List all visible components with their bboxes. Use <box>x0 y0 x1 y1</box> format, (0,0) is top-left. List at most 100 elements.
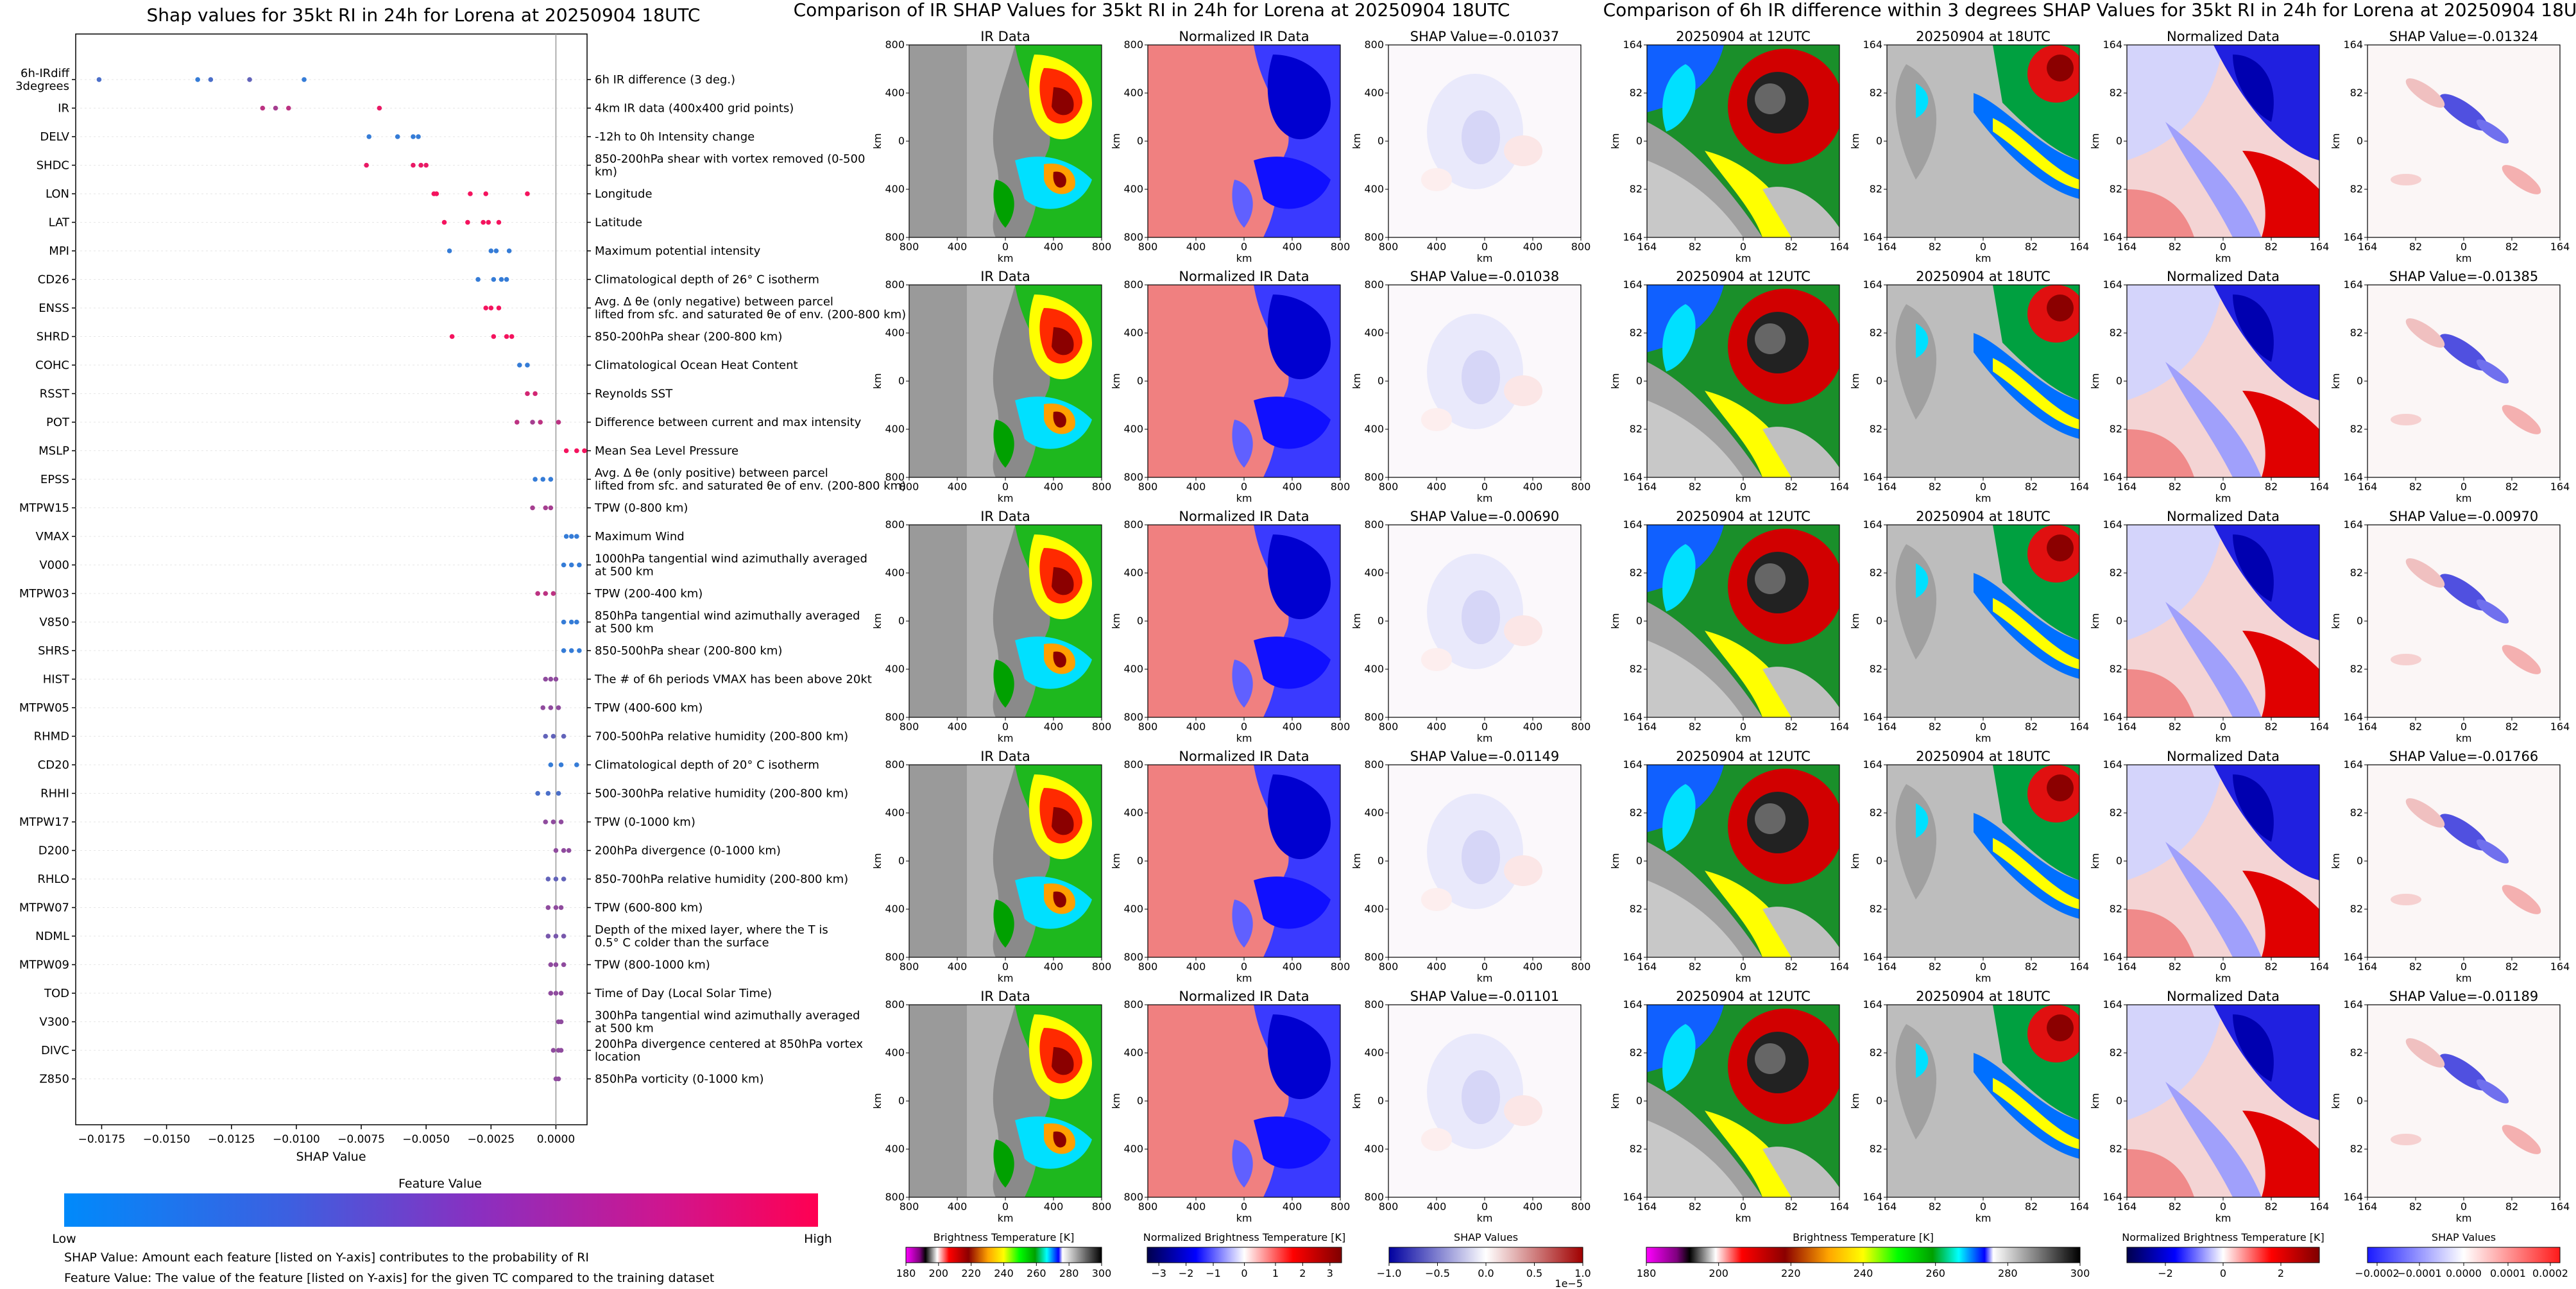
x-tick-label: 82 <box>2409 721 2422 733</box>
x-tick-label: 0 <box>1481 1200 1488 1213</box>
y-axis-label: km <box>1609 373 1621 389</box>
x-tick-label: 164 <box>2310 241 2330 253</box>
ir-shap-image <box>1388 1004 1582 1198</box>
y-tick-label: 164 <box>1623 38 1642 51</box>
y-axis-label: km <box>2330 133 2342 149</box>
x-tick-label: 164 <box>2358 241 2378 253</box>
y-axis-label: km <box>1849 1093 1861 1109</box>
x-tick-label: 82 <box>2505 721 2518 733</box>
diff-shap-image <box>2367 284 2561 478</box>
y-tick-label: 800 <box>885 278 905 291</box>
y-tick-label: 400 <box>885 807 905 819</box>
feature-description: TPW (200-400 km) <box>594 587 703 601</box>
diff-shap-image <box>2367 524 2561 718</box>
x-tick-label: 800 <box>1379 960 1399 973</box>
feature-name: MTPW07 <box>19 901 69 915</box>
colorbar-tick-label: −0.0002 <box>2355 1267 2399 1279</box>
colorbar-label: SHAP Values <box>2432 1231 2496 1243</box>
x-tick-label: 400 <box>1523 241 1543 253</box>
ir-12utc-image <box>1646 44 1840 238</box>
diff-shap-image <box>2367 764 2561 958</box>
colorbar-tick-label: 0.5 <box>1526 1267 1542 1279</box>
feature-description: TPW (0-800 km) <box>594 502 688 515</box>
x-tick-label: 164 <box>1830 960 1850 973</box>
subplot-title: SHAP Value=-0.00970 <box>2389 509 2539 524</box>
ir-diff-shap-comparison-panel: Comparison of 6h IR difference within 3 … <box>1603 0 2576 1279</box>
x-tick-label: 82 <box>1689 721 1702 733</box>
shap-point <box>545 905 551 910</box>
y-tick-label: 82 <box>2110 567 2122 579</box>
shap-point <box>561 733 567 739</box>
shap-point <box>553 876 559 882</box>
shap-point <box>568 648 574 653</box>
y-tick-label: 164 <box>2103 471 2122 483</box>
x-tick-label: 0 <box>1481 241 1488 253</box>
x-tick-label: 82 <box>2025 721 2038 733</box>
subplot-title: Normalized IR Data <box>1179 269 1309 284</box>
x-tick-label: 800 <box>1571 721 1591 733</box>
subplot-title: Normalized Data <box>2167 749 2280 764</box>
shap-point <box>561 848 567 853</box>
x-tick-label: 0 <box>1241 960 1247 973</box>
feature-description: 300hPa tangential wind azimuthally avera… <box>595 1009 860 1036</box>
y-tick-label: 0 <box>1378 855 1384 867</box>
subplot-title: 20250904 at 18UTC <box>1916 749 2051 764</box>
y-tick-label: 400 <box>885 1143 905 1155</box>
feature-value-colorbar-title: Feature Value <box>398 1177 482 1191</box>
y-tick-label: 0 <box>2357 1095 2363 1107</box>
x-tick-label: 0 <box>1481 960 1488 973</box>
x-tick-label: 164 <box>2358 960 2378 973</box>
x-tick-label: 164 <box>1877 481 1897 493</box>
colorbar-high-label: High <box>804 1232 832 1246</box>
shap-point <box>475 277 481 282</box>
x-tick-label: 164 <box>2550 721 2570 733</box>
y-tick-label: 800 <box>1364 711 1384 723</box>
y-axis-label: km <box>1609 613 1621 629</box>
colorbar-tick-label: 220 <box>961 1267 981 1279</box>
x-tick-label: 164 <box>2358 1200 2378 1213</box>
x-tick-label: 164 <box>1830 241 1850 253</box>
feature-description: Reynolds SST <box>595 388 673 401</box>
subplot-title: 20250904 at 12UTC <box>1676 749 1811 764</box>
subplot-title: SHAP Value=-0.01101 <box>1410 989 1560 1004</box>
feature-name: Z850 <box>39 1073 69 1086</box>
y-axis-label: km <box>1849 373 1861 389</box>
x-tick-label: 82 <box>2265 241 2278 253</box>
y-tick-label: 400 <box>1364 1143 1384 1155</box>
colorbar-tick-label: 200 <box>929 1267 949 1279</box>
shap-point <box>273 105 278 111</box>
shap-point <box>558 819 564 824</box>
x-tick-label: 0 <box>1002 960 1009 973</box>
feature-name: MTPW05 <box>19 701 69 715</box>
shap-point <box>563 534 569 539</box>
y-axis-label: km <box>1110 373 1122 389</box>
shap-point <box>260 105 266 111</box>
y-tick-label: 82 <box>1630 1046 1642 1059</box>
y-tick-label: 400 <box>885 327 905 339</box>
x-tick-label: 0 <box>2220 241 2226 253</box>
shap-point <box>568 534 574 539</box>
y-tick-label: 82 <box>2110 1143 2122 1155</box>
x-tick-label: 82 <box>2025 481 2038 493</box>
y-tick-label: 164 <box>1623 518 1642 531</box>
y-tick-label: 164 <box>2343 231 2363 243</box>
x-axis-label: km <box>1736 1212 1752 1224</box>
x-tick-label: 800 <box>900 481 919 493</box>
x-tick-label: 400 <box>948 481 968 493</box>
y-tick-label: 800 <box>885 231 905 243</box>
x-tick-label: 400 <box>1186 721 1206 733</box>
y-axis-label: km <box>1351 613 1363 629</box>
shap-point <box>434 191 439 196</box>
feature-description: Latitude <box>595 216 642 230</box>
y-tick-label: 400 <box>885 903 905 915</box>
shap-point <box>491 334 497 339</box>
feature-description: 850-500hPa shear (200-800 km) <box>595 644 782 658</box>
x-tick-label: 0 <box>1740 721 1746 733</box>
shap-point <box>556 1076 561 1082</box>
y-tick-label: 400 <box>1123 1143 1143 1155</box>
x-tick-label: 400 <box>1283 960 1302 973</box>
y-tick-label: 164 <box>2343 711 2363 723</box>
y-axis-label: km <box>1849 133 1861 149</box>
shap-point <box>543 505 549 511</box>
